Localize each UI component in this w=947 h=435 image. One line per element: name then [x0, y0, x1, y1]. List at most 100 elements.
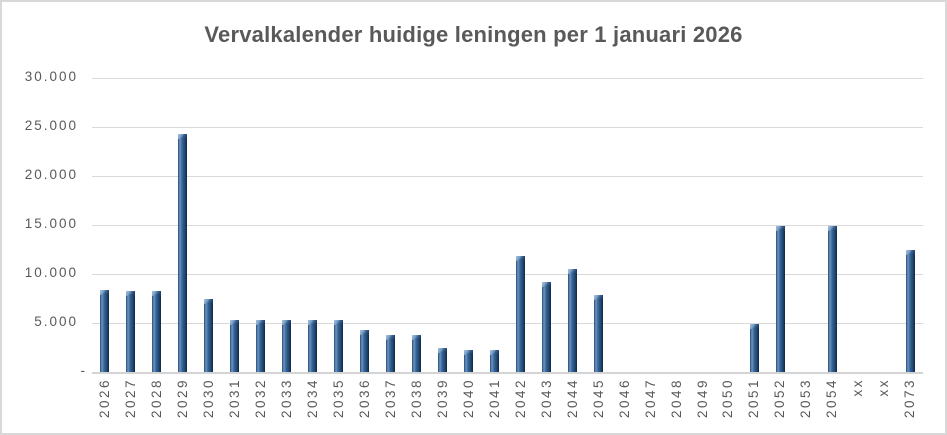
- bar-slot: [741, 78, 767, 372]
- x-tick-slot: 2045: [585, 378, 611, 433]
- gridline: [92, 176, 923, 177]
- x-tick-label: 2037: [382, 378, 398, 419]
- x-tick-label: 2047: [642, 378, 658, 419]
- bar-2044: [567, 269, 577, 372]
- x-tick-slot: 2047: [637, 378, 663, 433]
- bar-slot: [663, 78, 689, 372]
- x-tick-label: 2042: [512, 378, 528, 419]
- x-tick-label: 2033: [279, 378, 295, 419]
- bar-2031: [230, 320, 240, 372]
- x-tick-label: 2049: [694, 378, 710, 419]
- bar-slot: [637, 78, 663, 372]
- bar-slot: [845, 78, 871, 372]
- bar-slot: [897, 78, 923, 372]
- gridline: [92, 225, 923, 226]
- x-tick-label: 2034: [304, 378, 320, 419]
- x-tick-slot: 2033: [274, 378, 300, 433]
- x-tick-slot: 2041: [482, 378, 508, 433]
- bar-slot: [430, 78, 456, 372]
- gridline: [92, 78, 923, 79]
- x-tick-label: xx: [876, 378, 892, 397]
- bar-2027: [126, 290, 136, 372]
- x-tick-label: 2048: [668, 378, 684, 419]
- bar-slot: [585, 78, 611, 372]
- x-tick-label: 2026: [97, 378, 113, 419]
- bar-2030: [204, 299, 214, 372]
- x-tick-slot: 2051: [741, 378, 767, 433]
- x-tick-slot: 2073: [897, 378, 923, 433]
- bar-slot: [118, 78, 144, 372]
- x-tick-slot: 2042: [508, 378, 534, 433]
- gridline: [92, 372, 923, 374]
- x-tick-label: 2029: [175, 378, 191, 419]
- x-tick-label: 2045: [590, 378, 606, 419]
- bar-slot: [170, 78, 196, 372]
- bar-slot: [144, 78, 170, 372]
- bar-2054: [827, 225, 837, 372]
- x-tick-label: 2030: [201, 378, 217, 419]
- bar-slot: [300, 78, 326, 372]
- plot-area: [92, 78, 923, 374]
- x-tick-label: 2041: [486, 378, 502, 419]
- y-axis: 30.000 25.000 20.000 15.000 10.000 5.000 -: [2, 69, 92, 378]
- y-tick-label: 10.000: [24, 265, 78, 280]
- y-tick-label: 15.000: [24, 216, 78, 231]
- x-tick-slot: 2034: [300, 378, 326, 433]
- bar-slot: [533, 78, 559, 372]
- bar-2041: [490, 350, 500, 372]
- x-tick-label: 2044: [564, 378, 580, 419]
- x-tick-label: 2031: [227, 378, 243, 419]
- bar-slot: [326, 78, 352, 372]
- x-tick-label: 2053: [798, 378, 814, 419]
- x-tick-label: 2046: [616, 378, 632, 419]
- bar-2043: [541, 281, 551, 372]
- x-tick-label: xx: [850, 378, 866, 397]
- x-tick-slot: 2049: [689, 378, 715, 433]
- x-tick-label: 2050: [720, 378, 736, 419]
- x-tick-slot: 2030: [196, 378, 222, 433]
- x-tick-slot: 2029: [170, 378, 196, 433]
- x-tick-slot: 2052: [767, 378, 793, 433]
- x-tick-slot: 2031: [222, 378, 248, 433]
- bar-slot: [559, 78, 585, 372]
- x-tick-slot: 2043: [533, 378, 559, 433]
- x-tick-slot: 2039: [430, 378, 456, 433]
- bar-slot: [248, 78, 274, 372]
- x-tick-slot: 2037: [378, 378, 404, 433]
- bar-slot: [689, 78, 715, 372]
- bar-2028: [152, 290, 162, 372]
- x-tick-slot: 2038: [404, 378, 430, 433]
- gridline: [92, 274, 923, 275]
- bar-slot: [274, 78, 300, 372]
- x-tick-label: 2032: [253, 378, 269, 419]
- x-tick-slot: xx: [845, 378, 871, 433]
- y-tick-label: 30.000: [24, 69, 78, 84]
- bar-slot: [378, 78, 404, 372]
- x-tick-label: 2035: [330, 378, 346, 419]
- x-tick-label: 2043: [538, 378, 554, 419]
- y-tick-label: 25.000: [24, 118, 78, 133]
- y-tick-label: 5.000: [34, 314, 78, 329]
- x-tick-slot: 2053: [793, 378, 819, 433]
- x-axis: 2026 2027 2028 2029 2030 2031 2032 2033 2034 2035…: [92, 378, 923, 433]
- bar-2029: [178, 133, 188, 372]
- bar-2039: [438, 347, 448, 372]
- bar-slot: [456, 78, 482, 372]
- bar-slot: [92, 78, 118, 372]
- bar-2026: [100, 289, 110, 372]
- x-tick-slot: 2032: [248, 378, 274, 433]
- gridline: [92, 127, 923, 128]
- bar-slot: [871, 78, 897, 372]
- x-tick-slot: 2036: [352, 378, 378, 433]
- bar-slot: [819, 78, 845, 372]
- x-tick-label: 2038: [408, 378, 424, 419]
- x-tick-slot: 2035: [326, 378, 352, 433]
- bar-slot: [793, 78, 819, 372]
- bar-slot: [767, 78, 793, 372]
- x-tick-label: 2027: [123, 378, 139, 419]
- bar-2034: [308, 320, 318, 372]
- bar-2040: [464, 350, 474, 372]
- x-tick-label: 2040: [460, 378, 476, 419]
- x-tick-label: 2028: [149, 378, 165, 419]
- bar-slot: [715, 78, 741, 372]
